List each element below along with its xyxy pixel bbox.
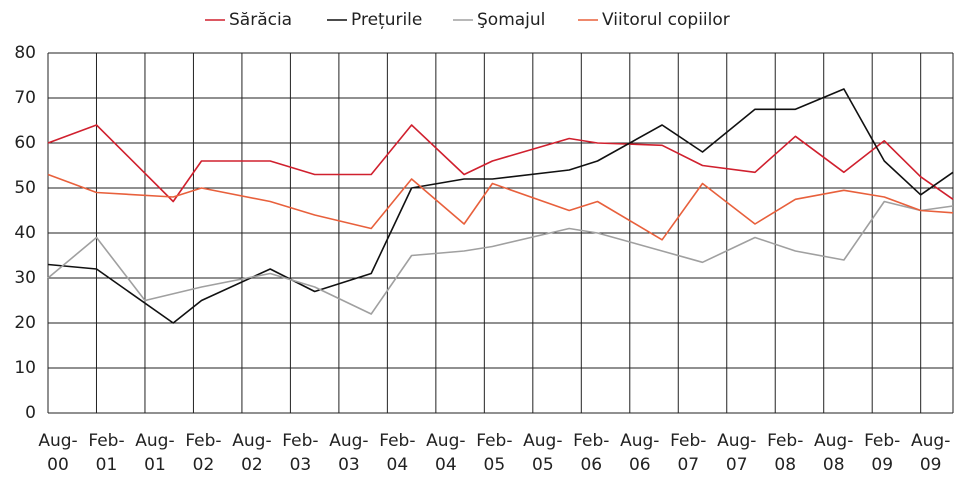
x-tick-label: Aug-06 <box>620 431 659 475</box>
legend-label: Prețurile <box>351 10 422 30</box>
y-tick-label: 60 <box>14 133 36 153</box>
y-tick-label: 50 <box>14 178 36 198</box>
x-tick-label: Aug-00 <box>38 431 77 475</box>
x-tick-label: Feb-06 <box>573 431 609 475</box>
x-tick-label: Aug-03 <box>329 431 368 475</box>
y-tick-label: 70 <box>14 88 36 108</box>
x-tick-label: Feb-03 <box>282 431 318 475</box>
series-line <box>47 88 954 324</box>
y-tick-label: 20 <box>14 313 36 333</box>
x-tick-label: Aug-07 <box>717 431 756 475</box>
x-tick-label: Aug-02 <box>232 431 271 475</box>
x-tick-label: Feb-05 <box>476 431 512 475</box>
series-line <box>47 173 954 241</box>
legend-label: Şomajul <box>477 10 545 30</box>
y-tick-label: 0 <box>25 403 36 423</box>
x-tick-label: Feb-04 <box>379 431 415 475</box>
legend-item: Sărăcia <box>205 10 292 30</box>
legend-item: Prețurile <box>327 10 422 30</box>
x-tick-label: Feb-01 <box>88 431 124 475</box>
legend-item: Viitorul copiilor <box>578 10 730 30</box>
x-tick-label: Feb-08 <box>767 431 803 475</box>
y-tick-label: 30 <box>14 268 36 288</box>
y-tick-label: 10 <box>14 358 36 378</box>
legend-item: Şomajul <box>453 10 545 30</box>
x-tick-label: Aug-08 <box>814 431 853 475</box>
series-line <box>47 200 954 315</box>
x-tick-label: Feb-02 <box>185 431 221 475</box>
y-tick-label: 40 <box>14 223 36 243</box>
x-tick-label: Feb-07 <box>670 431 706 475</box>
y-tick-label: 80 <box>14 43 36 63</box>
x-tick-label: Aug-01 <box>135 431 174 475</box>
x-tick-label: Aug-05 <box>523 431 562 475</box>
x-tick-label: Aug-04 <box>426 431 465 475</box>
legend-label: Viitorul copiilor <box>602 10 730 30</box>
x-tick-label: Feb-09 <box>864 431 900 475</box>
series-line <box>47 124 954 203</box>
legend-label: Sărăcia <box>229 10 292 30</box>
x-tick-label: Aug-09 <box>911 431 950 475</box>
